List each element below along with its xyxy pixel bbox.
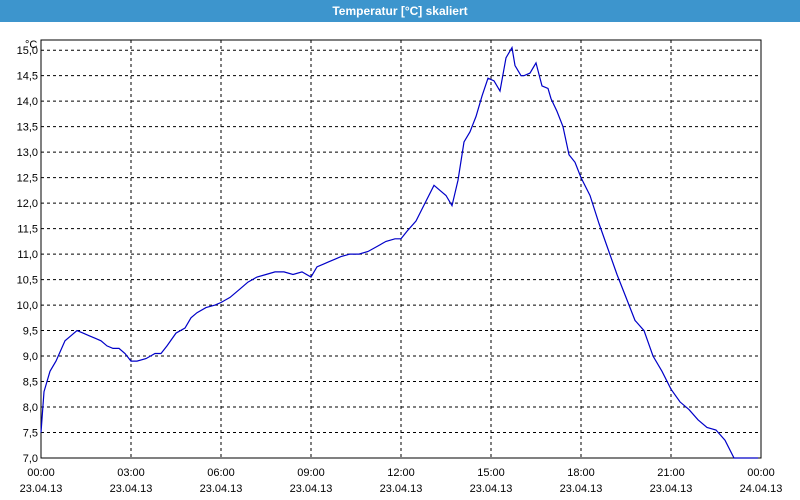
- x-tick-date-label: 24.04.13: [740, 483, 783, 495]
- chart-title: Temperatur [°C] skaliert: [332, 4, 468, 18]
- x-tick-date-label: 23.04.13: [20, 483, 63, 495]
- y-tick-label: 13,0: [17, 147, 38, 159]
- y-tick-label: 12,5: [17, 173, 38, 185]
- y-axis-unit-label: °C: [25, 39, 37, 51]
- y-tick-label: 11,0: [17, 249, 38, 261]
- y-tick-label: 9,0: [23, 351, 38, 363]
- y-tick-label: 12,0: [17, 198, 38, 210]
- y-tick-label: 15,0: [17, 45, 38, 57]
- y-tick-label: 13,5: [17, 122, 38, 134]
- x-tick-time-label: 21:00: [657, 467, 685, 479]
- y-tick-label: 10,0: [17, 300, 38, 312]
- y-tick-label: 8,5: [23, 377, 38, 389]
- y-tick-label: 7,0: [23, 453, 38, 465]
- y-tick-label: 10,5: [17, 275, 38, 287]
- x-tick-time-label: 18:00: [567, 467, 595, 479]
- temperature-series-line: [40, 45, 758, 459]
- y-axis-ticks: 7,0 7,5 8,0 8,5 9,0 9,5 10,0 10,5 11,0 11,5 12,0 12…: [17, 45, 38, 465]
- x-tick-time-label: 00:00: [27, 467, 55, 479]
- y-tick-label: 11,5: [17, 224, 38, 236]
- y-tick-label: 7,5: [23, 428, 38, 440]
- plot-frame: [40, 39, 762, 459]
- chart-title-bar: Temperatur [°C] skaliert: [0, 0, 800, 22]
- y-tick-label: 9,5: [23, 326, 38, 338]
- x-tick-date-label: 23.04.13: [380, 483, 423, 495]
- x-tick-time-label: 06:00: [207, 467, 235, 479]
- x-tick-time-label: 12:00: [387, 467, 415, 479]
- x-tick-date-label: 23.04.13: [560, 483, 603, 495]
- x-axis-ticks: 00:00 23.04.13 03:00 23.04.13 06:00 23.04.13 0…: [20, 467, 783, 495]
- y-tick-label: 14,5: [17, 71, 38, 83]
- y-tick-label: 14,0: [17, 96, 38, 108]
- x-tick-time-label: 15:00: [477, 467, 505, 479]
- x-tick-date-label: 23.04.13: [290, 483, 333, 495]
- x-tick-time-label: 03:00: [117, 467, 145, 479]
- y-tick-label: 8,0: [23, 402, 38, 414]
- x-tick-time-label: 09:00: [297, 467, 325, 479]
- grid-lines: [41, 40, 761, 459]
- x-tick-time-label: 00:00: [747, 467, 775, 479]
- x-tick-date-label: 23.04.13: [470, 483, 513, 495]
- x-tick-date-label: 23.04.13: [110, 483, 153, 495]
- x-tick-date-label: 23.04.13: [650, 483, 693, 495]
- x-tick-date-label: 23.04.13: [200, 483, 243, 495]
- temperature-chart: 7,0 7,5 8,0 8,5 9,0 9,5 10,0 10,5 11,0 11,5 12,0 12…: [17, 39, 783, 495]
